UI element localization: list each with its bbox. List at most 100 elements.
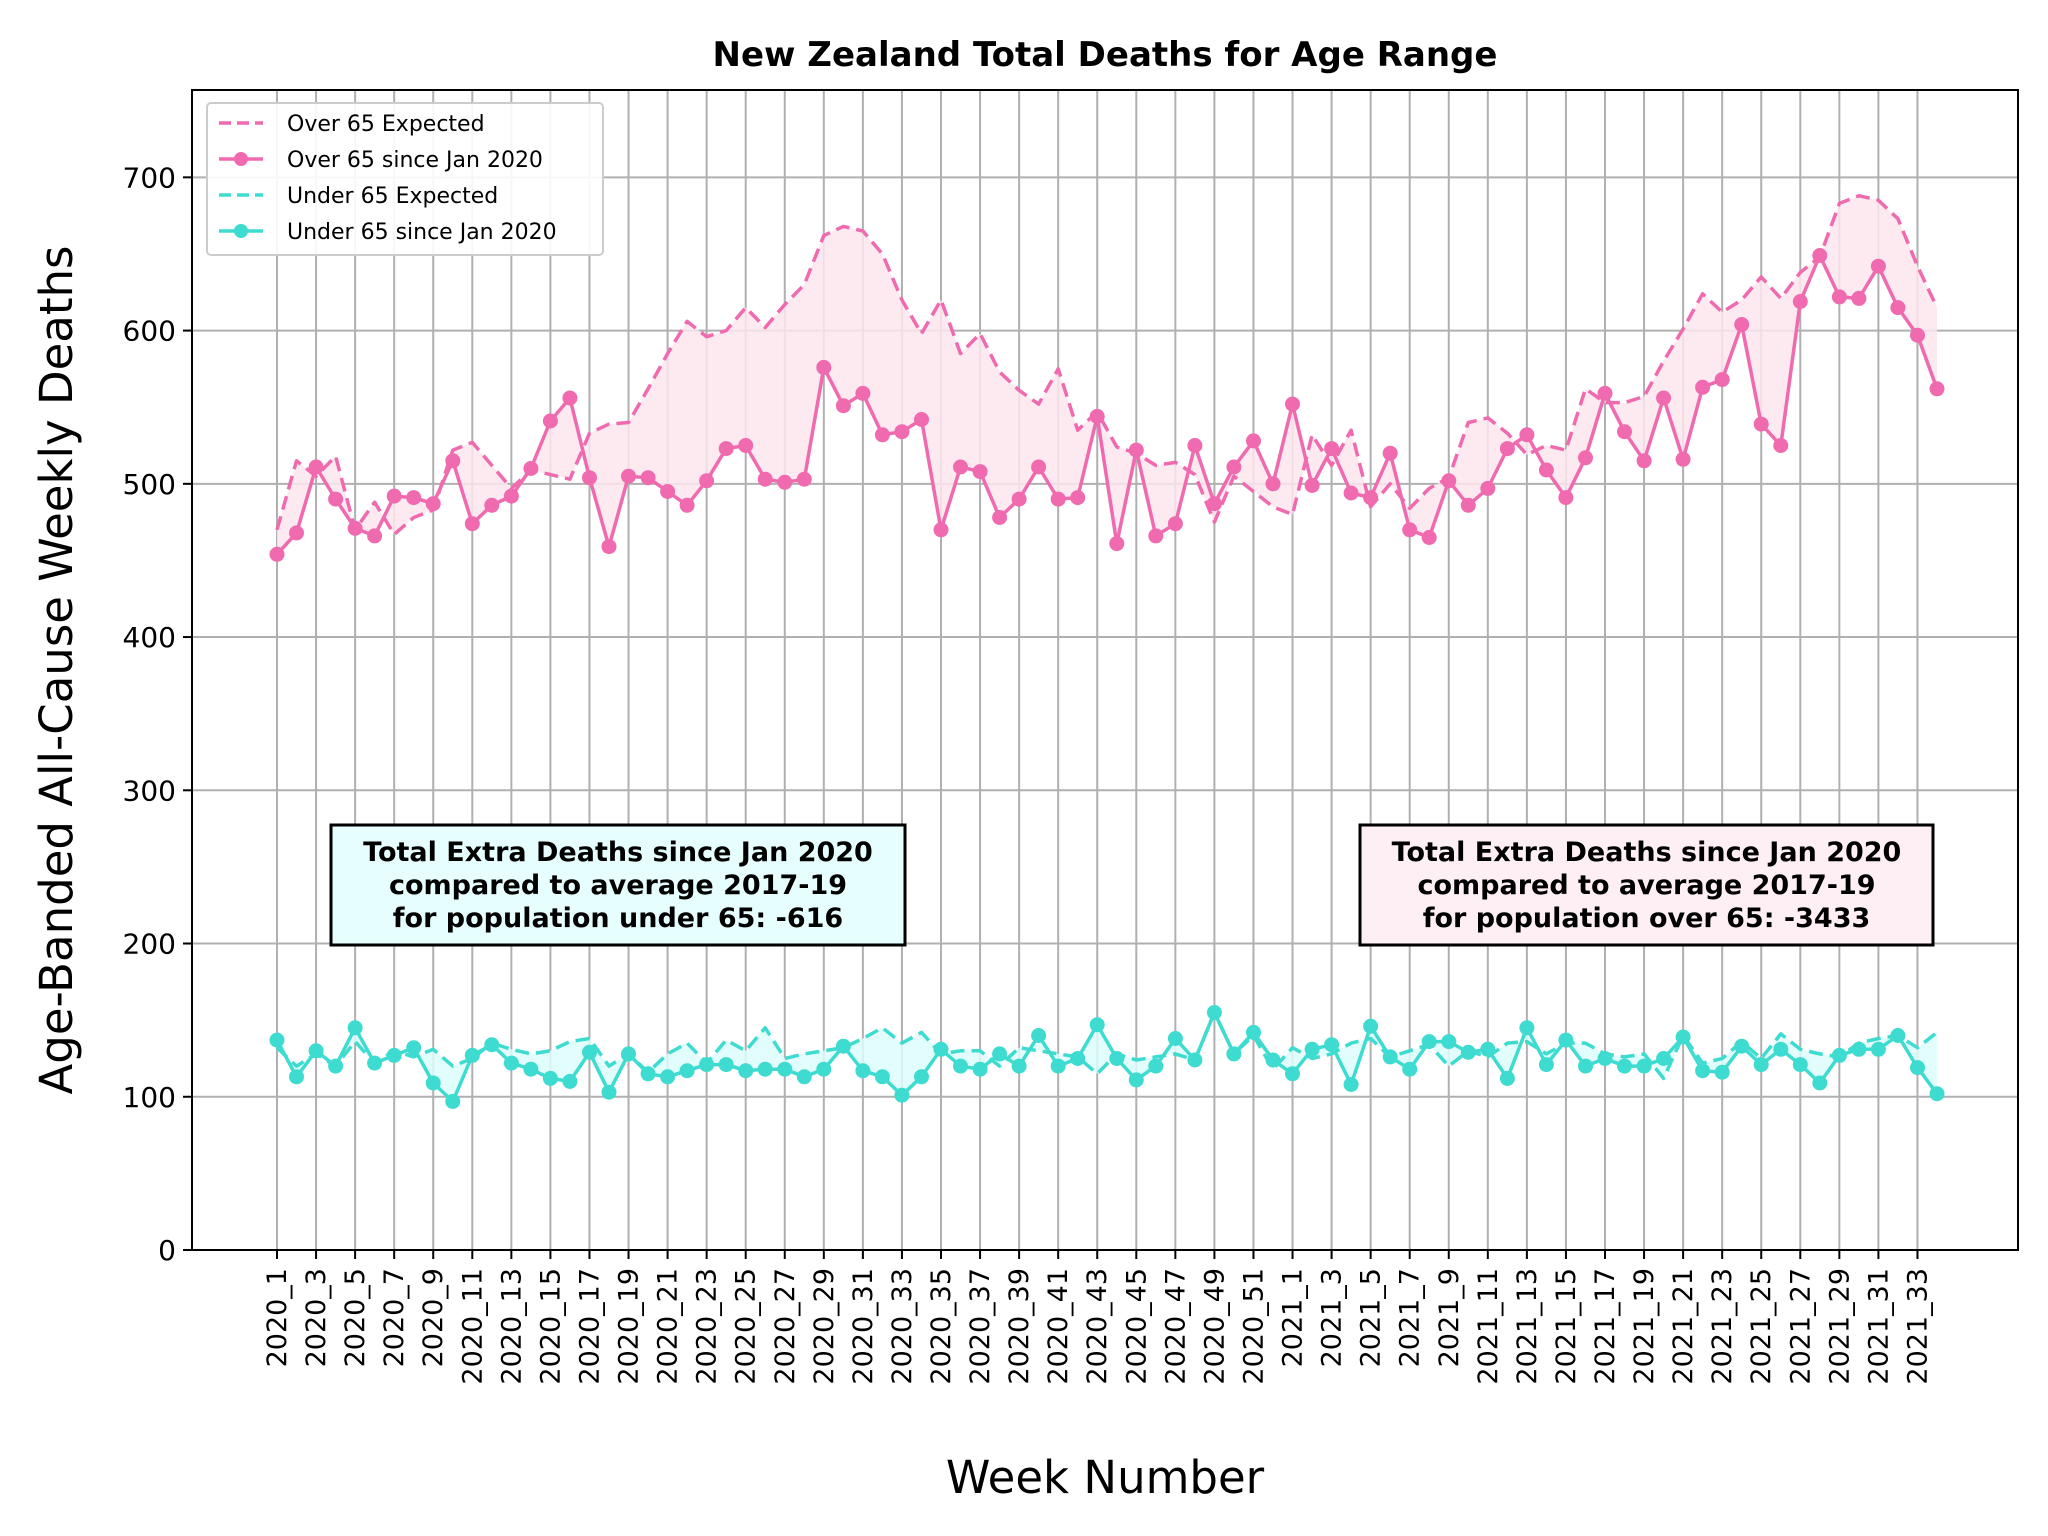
under-65-actual-point bbox=[660, 1069, 676, 1085]
annotation-text-line: compared to average 2017-19 bbox=[389, 870, 847, 901]
under-65-actual-point bbox=[542, 1070, 558, 1086]
under-65-actual-point bbox=[1714, 1064, 1730, 1080]
over-65-actual-point bbox=[660, 484, 676, 499]
under-65-actual-point bbox=[347, 1020, 363, 1036]
under-65-actual-point bbox=[484, 1037, 500, 1053]
under-65-actual-point bbox=[1031, 1028, 1047, 1043]
under-65-actual-point bbox=[328, 1058, 344, 1074]
under-65-actual-point bbox=[757, 1061, 773, 1077]
over-65-actual-point bbox=[1167, 516, 1183, 532]
x-tick-label: 2021_19 bbox=[1629, 1268, 1660, 1385]
over-65-actual-point bbox=[738, 438, 754, 453]
under-65-actual-point bbox=[1402, 1061, 1418, 1077]
x-tick-label: 2020_47 bbox=[1160, 1268, 1191, 1385]
x-tick-label: 2021_31 bbox=[1863, 1268, 1894, 1385]
x-tick-label: 2020_49 bbox=[1199, 1268, 1230, 1385]
plot-frame bbox=[191, 89, 2019, 1251]
under-65-actual-point bbox=[894, 1087, 910, 1103]
under-65-actual-point bbox=[1890, 1028, 1906, 1043]
over-65-actual-point bbox=[562, 390, 578, 406]
over-65-actual-point bbox=[1812, 248, 1828, 263]
over-65-actual-point bbox=[1636, 453, 1652, 469]
under-65-actual-point bbox=[933, 1041, 949, 1057]
over-65-actual-point bbox=[1148, 528, 1164, 544]
over-65-actual-point bbox=[1187, 438, 1203, 453]
under-65-actual-point bbox=[972, 1061, 988, 1077]
over-65-actual-point bbox=[855, 385, 871, 401]
under-65-actual-point bbox=[367, 1055, 383, 1071]
under-65-actual-point bbox=[1206, 1005, 1222, 1020]
under-65-actual-point bbox=[269, 1032, 285, 1048]
under-65-actual-point bbox=[1070, 1051, 1086, 1066]
legend: Over 65 Expected Over 65 since Jan 2020 Un… bbox=[206, 102, 604, 256]
x-tick-label: 2021_33 bbox=[1902, 1268, 1933, 1385]
annotation-box bbox=[1358, 823, 1935, 947]
over-65-actual-point bbox=[1558, 490, 1574, 506]
under-65-actual-point bbox=[1734, 1038, 1750, 1054]
under-65-actual-point bbox=[1128, 1072, 1144, 1088]
under-65-actual-point bbox=[1226, 1046, 1242, 1062]
over-65-actual-point bbox=[445, 453, 461, 469]
under-65-actual-point bbox=[835, 1038, 851, 1054]
annotation-box bbox=[329, 823, 907, 947]
over-65-actual-point bbox=[523, 461, 539, 476]
x-tick-label: 2020_11 bbox=[457, 1268, 488, 1385]
under-65-actual-point bbox=[1636, 1058, 1652, 1074]
over-65-actual-point bbox=[1363, 490, 1379, 506]
under-65-actual-point bbox=[1597, 1051, 1613, 1066]
under-65-actual-point bbox=[1246, 1024, 1261, 1040]
y-tick-label: 700 bbox=[123, 161, 176, 194]
under-65-actual-point bbox=[445, 1093, 461, 1109]
over-65-actual-point bbox=[1070, 490, 1086, 506]
y-tick-label: 100 bbox=[123, 1081, 176, 1114]
over-65-actual-point bbox=[1324, 441, 1340, 457]
over-65-actual-point bbox=[640, 470, 656, 486]
x-tick-label: 2021_29 bbox=[1824, 1268, 1855, 1385]
over-65-actual-point bbox=[484, 497, 500, 513]
under-65-actual-point bbox=[1792, 1057, 1808, 1073]
over-65-actual-point bbox=[1226, 459, 1242, 475]
under-65-actual-point bbox=[1421, 1034, 1437, 1050]
over-65-actual-point bbox=[777, 474, 793, 490]
x-tick-label: 2021_7 bbox=[1395, 1268, 1426, 1367]
under-65-actual-point bbox=[855, 1063, 871, 1079]
over-65-actual-point bbox=[933, 522, 949, 538]
over-65-actual-point bbox=[425, 496, 441, 512]
x-tick-label: 2020_21 bbox=[653, 1268, 684, 1385]
x-tick-label: 2020_31 bbox=[848, 1268, 879, 1385]
over-65-actual-point bbox=[1285, 396, 1300, 412]
x-tick-label: 2020_23 bbox=[692, 1268, 723, 1385]
under-65-actual-point bbox=[1324, 1037, 1340, 1053]
over-65-actual-point bbox=[1011, 491, 1027, 507]
under-65-actual-point bbox=[1363, 1018, 1379, 1034]
under-65-actual-point bbox=[640, 1066, 656, 1082]
over-65-actual-point bbox=[386, 488, 402, 504]
y-axis-label: Age-Banded All-Cause Weekly Deaths bbox=[30, 246, 83, 1095]
series-markers bbox=[269, 248, 1945, 1109]
over-65-actual-point bbox=[992, 510, 1008, 525]
y-tick-label: 0 bbox=[158, 1234, 176, 1267]
legend-entry-label: Over 65 Expected bbox=[287, 112, 485, 137]
over-65-actual-point bbox=[1421, 530, 1437, 545]
over-65-actual-point bbox=[1441, 473, 1457, 489]
legend-entry-label: Under 65 since Jan 2020 bbox=[287, 220, 557, 245]
over-65-actual-point bbox=[1265, 476, 1281, 492]
x-tick-label: 2020_39 bbox=[1004, 1268, 1035, 1385]
under-65-actual-point bbox=[523, 1061, 539, 1077]
under-65-actual-point bbox=[1265, 1052, 1281, 1068]
under-65-actual-point bbox=[1538, 1057, 1554, 1073]
over-65-actual-point bbox=[269, 546, 285, 562]
over-65-actual-point bbox=[1499, 441, 1515, 457]
over-65-actual-point bbox=[679, 497, 695, 513]
over-65-actual-point bbox=[796, 471, 812, 487]
over-65-actual-point bbox=[1246, 433, 1261, 449]
x-tick-label: 2020_15 bbox=[535, 1268, 566, 1385]
over-65-actual-point bbox=[1695, 379, 1711, 395]
over-65-actual-point bbox=[1031, 459, 1047, 475]
under-65-actual-point bbox=[406, 1040, 422, 1056]
annotation-text-line: Total Extra Deaths since Jan 2020 bbox=[363, 837, 873, 868]
over-65-actual-point bbox=[1617, 424, 1632, 440]
under-65-actual-point bbox=[289, 1069, 304, 1085]
under-65-actual-point bbox=[718, 1057, 734, 1073]
